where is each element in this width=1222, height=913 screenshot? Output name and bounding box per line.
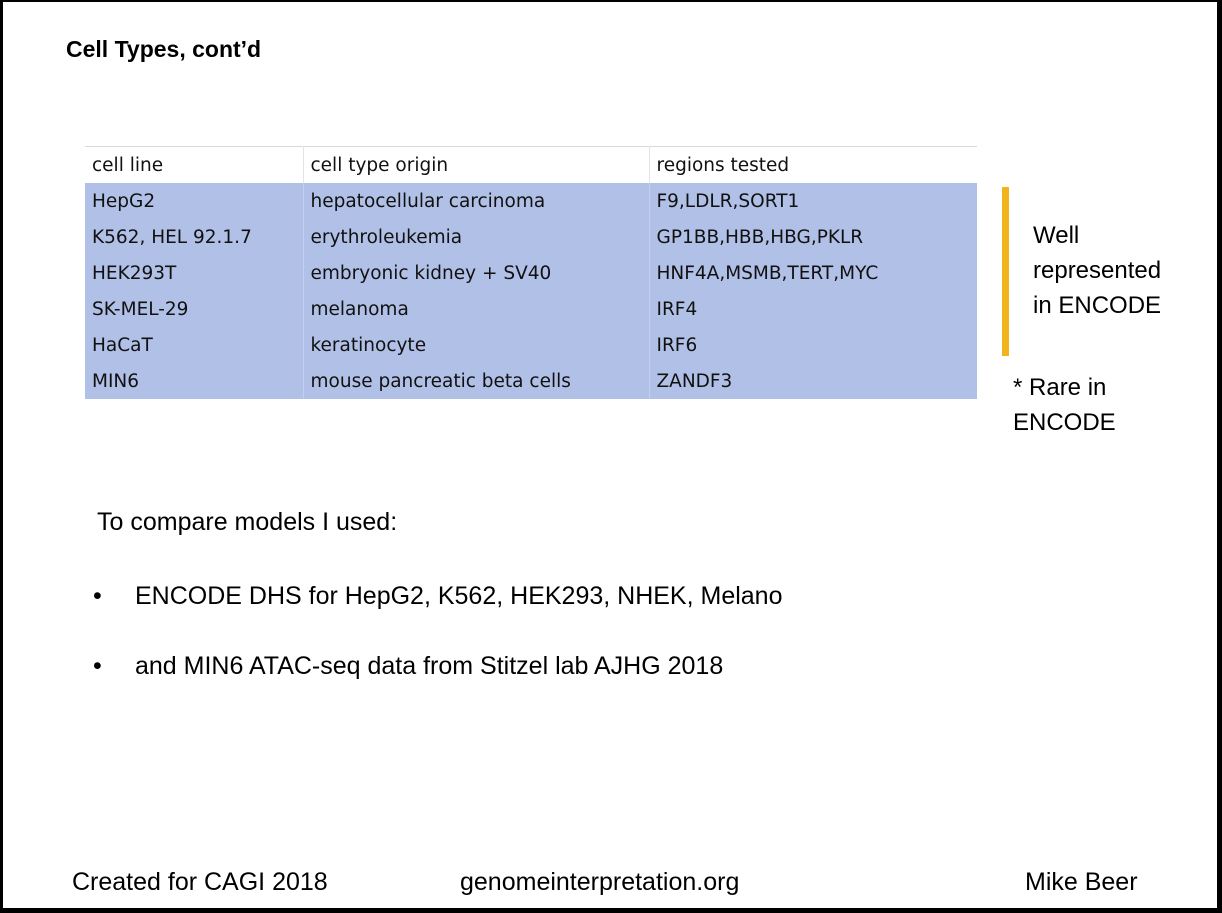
intro-text: To compare models I used:	[97, 508, 398, 536]
column-header: cell line	[85, 146, 304, 183]
note-line: Well	[1033, 222, 1080, 249]
cell-type-origin: embryonic kidney + SV40	[303, 255, 650, 291]
bullet-dot: •	[93, 582, 102, 610]
cell-types-table: cell line cell type origin regions teste…	[85, 146, 977, 399]
rare-note: * Rare in ENCODE	[1013, 370, 1116, 440]
slide-title: Cell Types, cont’d	[66, 36, 262, 62]
cell-type-origin: melanoma	[303, 291, 650, 327]
cell-type-origin: keratinocyte	[303, 327, 650, 363]
bullet-text: ENCODE DHS for HepG2, K562, HEK293, NHEK…	[135, 582, 783, 610]
bullet-dot: •	[93, 652, 102, 680]
cell-line: HaCaT	[85, 327, 304, 363]
regions-tested: F9,LDLR,SORT1	[649, 183, 977, 219]
cell-line: K562, HEL 92.1.7	[85, 219, 304, 255]
cell-type-origin: erythroleukemia	[303, 219, 650, 255]
regions-tested: ZANDF3	[649, 363, 977, 399]
regions-tested: IRF6	[649, 327, 977, 363]
regions-tested: HNF4A,MSMB,TERT,MYC	[649, 255, 977, 291]
column-header: regions tested	[649, 146, 977, 183]
cell-line: HEK293T	[85, 255, 304, 291]
table-row: HEK293T embryonic kidney + SV40 HNF4A,MS…	[85, 255, 977, 291]
cell-line: HepG2	[85, 183, 304, 219]
footer-left: Created for CAGI 2018	[72, 868, 328, 896]
cell-line: SK-MEL-29	[85, 291, 304, 327]
well-represented-note: Well represented in ENCODE	[1033, 218, 1161, 323]
cell-type-origin: mouse pancreatic beta cells	[303, 363, 650, 399]
note-line: * Rare in	[1013, 374, 1107, 401]
regions-tested: GP1BB,HBB,HBG,PKLR	[649, 219, 977, 255]
table-row: HepG2 hepatocellular carcinoma F9,LDLR,S…	[85, 183, 977, 219]
note-line: represented	[1033, 257, 1162, 284]
cell-type-origin: hepatocellular carcinoma	[303, 183, 650, 219]
regions-tested: IRF4	[649, 291, 977, 327]
slide: Cell Types, cont’d cell line cell type o…	[3, 2, 1217, 908]
highlight-bracket-bar	[1002, 187, 1009, 356]
table-row: MIN6 mouse pancreatic beta cells ZANDF3	[85, 363, 977, 399]
table-row: HaCaT keratinocyte IRF6	[85, 327, 977, 363]
cell-line: MIN6	[85, 363, 304, 399]
note-line: in ENCODE	[1033, 292, 1162, 319]
table-header-row: cell line cell type origin regions teste…	[85, 146, 977, 183]
bullet-text: and MIN6 ATAC-seq data from Stitzel lab …	[135, 652, 724, 680]
table-row: SK-MEL-29 melanoma IRF4	[85, 291, 977, 327]
note-line: ENCODE	[1013, 409, 1116, 436]
column-header: cell type origin	[303, 146, 650, 183]
table-row: K562, HEL 92.1.7 erythroleukemia GP1BB,H…	[85, 219, 977, 255]
footer-center: genomeinterpretation.org	[460, 868, 740, 896]
bullet-item: • and MIN6 ATAC-seq data from Stitzel lab…	[93, 652, 723, 681]
bullet-item: • ENCODE DHS for HepG2, K562, HEK293, NHE…	[93, 582, 783, 611]
footer-right: Mike Beer	[1025, 868, 1138, 896]
